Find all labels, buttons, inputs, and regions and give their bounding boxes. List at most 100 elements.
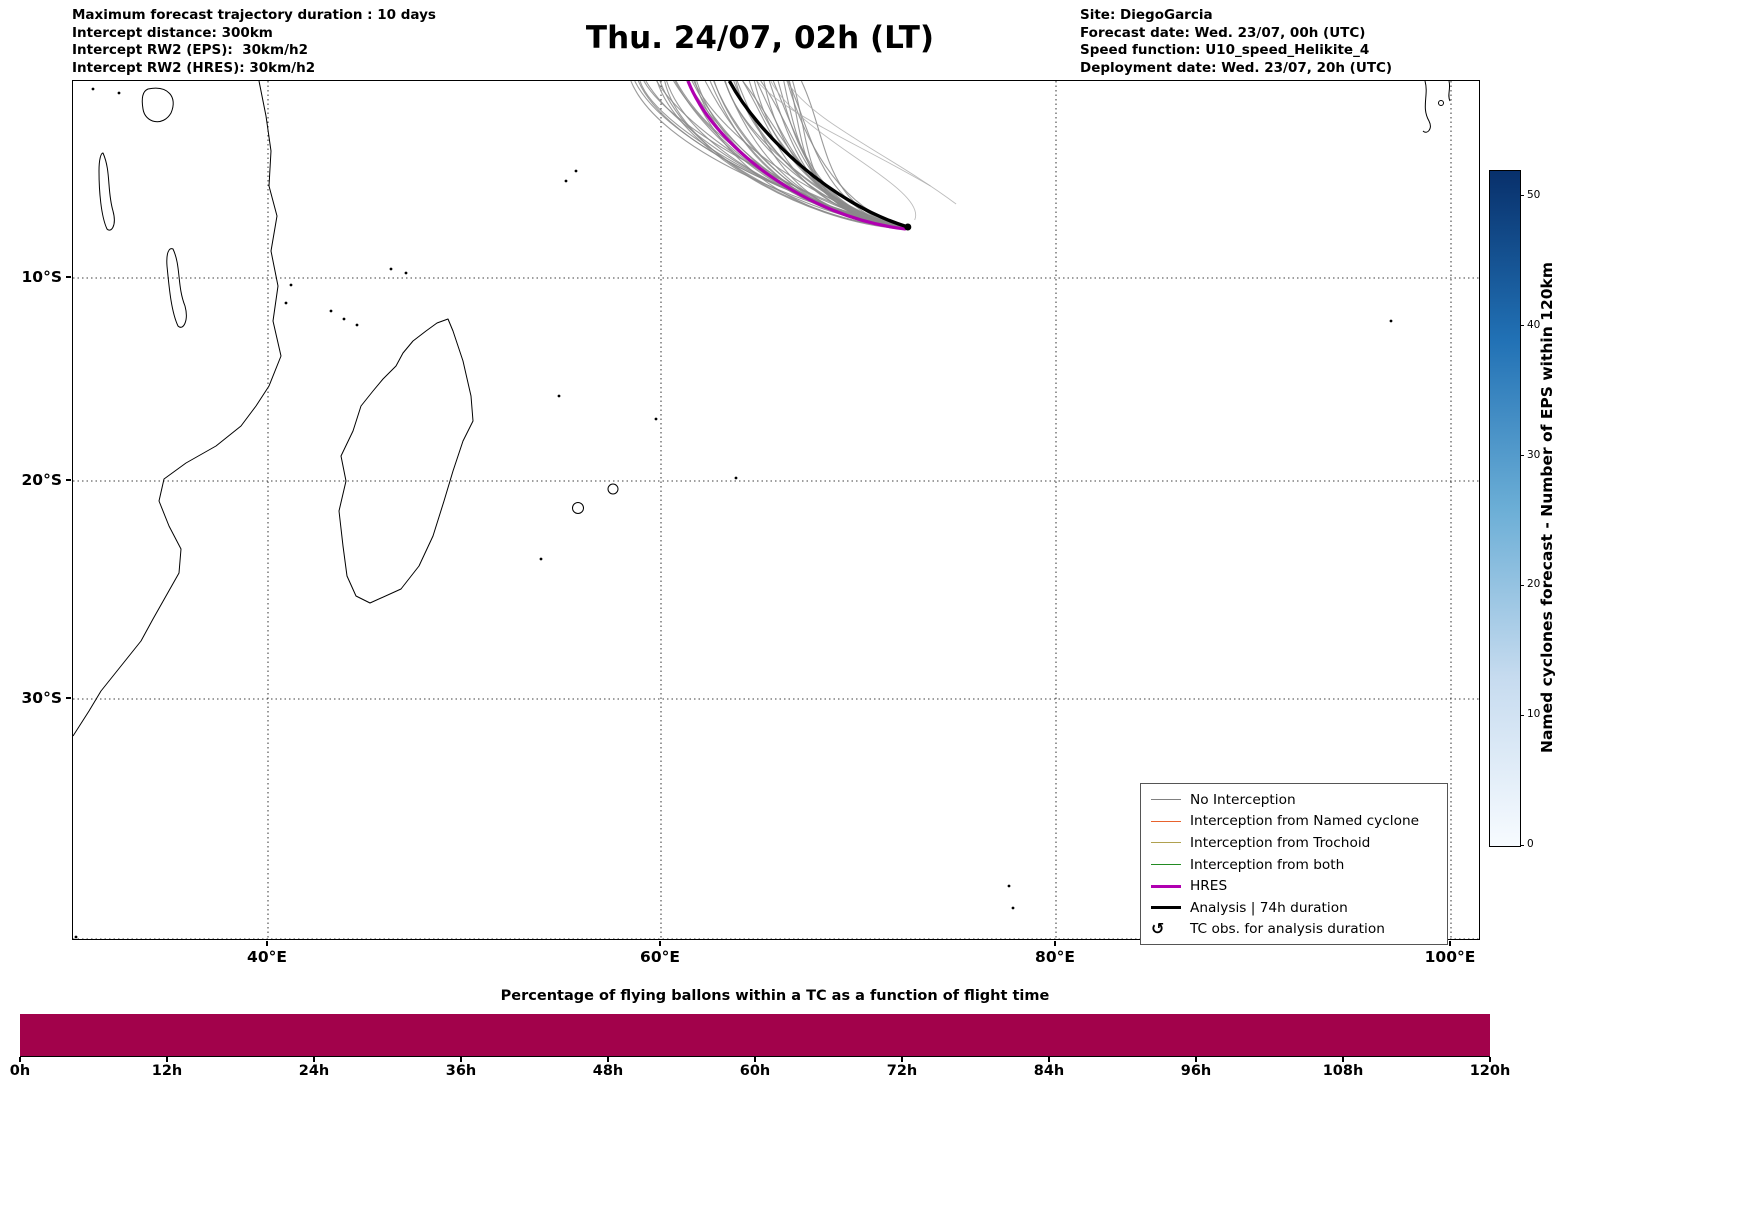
coastline-path (73, 81, 282, 737)
small-island-dot (404, 271, 408, 275)
bottom-axis-tick (19, 1057, 21, 1062)
colorbar-tick (1520, 195, 1524, 197)
eps-ensemble-trajectories (630, 81, 957, 230)
bottom-axis-tick (1048, 1057, 1050, 1062)
small-island-dot (329, 309, 333, 313)
small-island-dot (654, 417, 658, 421)
legend-line-sample (1151, 884, 1181, 888)
legend-label: Interception from both (1190, 856, 1345, 873)
coastline-path (141, 87, 174, 123)
coastline-path (1422, 81, 1431, 133)
bottom-axis-label: 60h (739, 1063, 771, 1079)
island-outline (572, 502, 584, 514)
ensemble-trajectory (756, 81, 909, 229)
bottom-axis-tick (460, 1057, 462, 1062)
legend-sample (1151, 906, 1181, 910)
bottom-axis-tick (754, 1057, 756, 1062)
gridlines (73, 81, 1479, 939)
ensemble-trajectory (792, 81, 909, 229)
x-axis-tick (1054, 941, 1056, 946)
small-island-dot (734, 476, 738, 480)
analysis-trajectory (727, 81, 909, 229)
info-line: Site: DiegoGarcia (1080, 7, 1213, 23)
bottom-axis-label: 72h (886, 1063, 918, 1079)
x-axis-label: 80°E (1035, 948, 1075, 966)
bottom-axis-label: 12h (151, 1063, 183, 1079)
legend-label: No Interception (1190, 791, 1296, 808)
bottom-chart-title: Percentage of flying ballons within a TC… (500, 988, 1050, 1004)
small-island-dot (342, 317, 346, 321)
x-axis-tick (266, 941, 268, 946)
legend-row: No Interception (1141, 789, 1447, 811)
colorbar-tick (1520, 325, 1524, 327)
bottom-axis-label: 48h (592, 1063, 624, 1079)
legend-line-sample (1151, 906, 1181, 910)
info-line: Speed function: U10_speed_Helikite_4 (1080, 42, 1370, 58)
legend-row: Analysis | 74h duration (1141, 897, 1447, 919)
colorbar-tick (1520, 714, 1524, 716)
legend-sample (1151, 864, 1181, 866)
bottom-axis-tick (313, 1057, 315, 1062)
legend-line-sample (1151, 864, 1181, 866)
stray-trajectory (786, 81, 957, 205)
legend-row: ↺ TC obs. for analysis duration (1141, 919, 1447, 941)
bottom-axis-tick (901, 1057, 903, 1062)
legend-label: TC obs. for analysis duration (1190, 921, 1385, 938)
bottom-axis-label: 0h (9, 1063, 31, 1079)
legend-line-sample (1151, 820, 1181, 822)
colorbar-tick-label: 50 (1527, 188, 1541, 201)
small-island-dot (284, 301, 288, 305)
ensemble-trajectory (634, 81, 907, 229)
colorbar-tick (1520, 844, 1524, 846)
y-axis-label: 30°S (21, 689, 62, 707)
param-line: Intercept RW2 (EPS): 30km/h2 (72, 42, 308, 58)
bottom-axis-tick (1342, 1057, 1344, 1062)
ensemble-trajectory (783, 81, 908, 228)
bottom-axis-line (20, 1056, 1490, 1057)
y-axis-label: 20°S (21, 471, 62, 489)
ensemble-trajectory (675, 81, 908, 229)
colorbar-tick-label: 30 (1527, 448, 1541, 461)
small-island-dot (539, 557, 543, 561)
small-island-dot (74, 935, 78, 939)
legend-row: Interception from Trochoid (1141, 832, 1447, 854)
trajectory-map (72, 80, 1480, 940)
ensemble-trajectory (724, 81, 906, 228)
stray-trajectory (756, 81, 931, 187)
bottom-axis-tick (607, 1057, 609, 1062)
small-island-dot (1011, 906, 1015, 910)
y-axis-tick (66, 479, 71, 481)
colorbar-tick (1520, 584, 1524, 586)
coastline-path (1448, 81, 1451, 102)
map-legend: No Interception Interception from Named c… (1140, 783, 1448, 946)
y-axis-tick (66, 276, 71, 278)
colorbar-tick-label: 20 (1527, 578, 1541, 591)
ensemble-trajectory (800, 81, 906, 229)
y-axis-tick (66, 697, 71, 699)
legend-sample (1151, 799, 1181, 801)
legend-sample (1151, 820, 1181, 822)
bottom-axis-label: 84h (1033, 1063, 1065, 1079)
bottom-axis-tick (1489, 1057, 1491, 1062)
small-island-dot (1389, 319, 1393, 323)
bottom-axis-label: 120h (1469, 1063, 1511, 1079)
param-line: Maximum forecast trajectory duration : 1… (72, 7, 436, 23)
page-title: Thu. 24/07, 02h (LT) (585, 20, 935, 56)
legend-row: HRES (1141, 875, 1447, 897)
legend-sample (1151, 842, 1181, 844)
site-info-block: Site: DiegoGarcia Forecast date: Wed. 23… (1080, 7, 1392, 77)
stray-trajectory (770, 81, 917, 221)
colorbar-label: Named cyclones forecast - Number of EPS … (1538, 262, 1556, 753)
small-island-dot (574, 169, 578, 173)
island-outline (1438, 100, 1444, 106)
legend-line-sample (1151, 842, 1181, 844)
bottom-axis-label: 108h (1322, 1063, 1364, 1079)
bottom-axis-label: 24h (298, 1063, 330, 1079)
ensemble-trajectory (787, 81, 908, 230)
x-axis-label: 60°E (640, 948, 680, 966)
coastlines (73, 81, 1451, 939)
ensemble-trajectory (724, 81, 906, 230)
coastline-path (166, 248, 187, 328)
bottom-axis-label: 96h (1180, 1063, 1212, 1079)
